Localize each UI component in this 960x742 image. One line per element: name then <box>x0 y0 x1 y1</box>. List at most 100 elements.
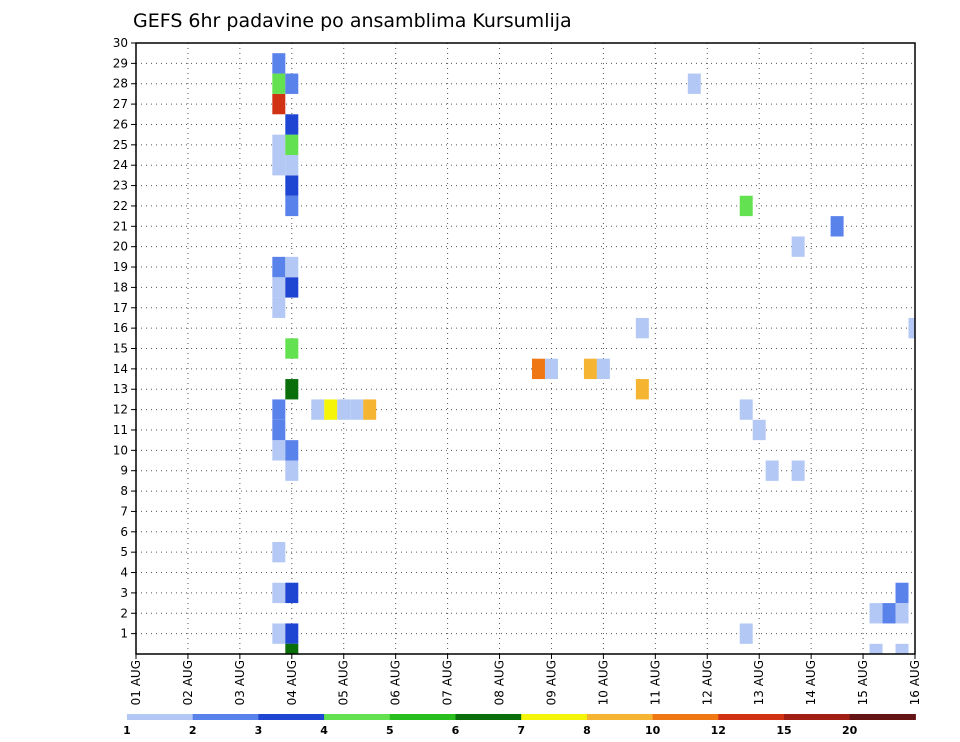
colorbar-tick-label: 20 <box>842 724 858 737</box>
data-cell <box>272 93 286 115</box>
x-tick-label: 12 AUG <box>700 660 714 705</box>
y-tick-label: 18 <box>113 280 128 294</box>
data-cell <box>544 358 558 380</box>
data-cell <box>739 399 753 420</box>
data-cell <box>285 256 299 278</box>
y-tick-label: 8 <box>120 484 128 498</box>
data-cell <box>272 155 286 176</box>
grid-lines <box>136 43 915 654</box>
colorbar: 1 2 3 4 5 6 7 8 10 12 15 20 <box>123 714 916 737</box>
data-cell <box>285 582 299 604</box>
data-cell <box>272 419 286 441</box>
y-tick-label: 17 <box>113 301 128 315</box>
data-cell <box>765 460 779 481</box>
colorbar-segment <box>258 714 325 720</box>
data-cell <box>285 134 299 156</box>
data-cell <box>869 603 883 624</box>
data-cell <box>272 440 286 461</box>
data-cell <box>791 460 805 481</box>
colorbar-segment <box>652 714 719 720</box>
y-tick-label: 4 <box>120 566 128 580</box>
chart-title: GEFS 6hr padavine po ansamblima Kursumli… <box>133 10 572 32</box>
colorbar-segment <box>389 714 456 720</box>
data-cell <box>272 623 286 644</box>
data-cell <box>285 643 299 654</box>
y-tick-label: 2 <box>120 606 128 620</box>
y-tick-label: 14 <box>113 362 128 376</box>
data-cell <box>272 134 286 156</box>
colorbar-tick-label: 2 <box>189 724 197 737</box>
data-cell <box>285 114 299 135</box>
y-tick-label: 6 <box>120 525 128 539</box>
data-cell <box>752 419 766 441</box>
y-tick-label: 19 <box>113 260 128 274</box>
data-cell <box>324 399 338 420</box>
x-tick-label: 09 AUG <box>544 660 558 705</box>
colorbar-tick-label: 12 <box>711 724 726 737</box>
y-tick-label: 13 <box>113 382 128 396</box>
y-tick-label: 23 <box>113 179 128 193</box>
y-tick-label: 7 <box>120 504 128 518</box>
data-cell <box>350 399 364 420</box>
data-cell <box>739 195 753 217</box>
data-cell <box>272 297 286 318</box>
colorbar-tick-label: 1 <box>123 724 131 737</box>
data-cell <box>272 399 286 420</box>
colorbar-segment <box>192 714 259 720</box>
colorbar-segment <box>127 714 194 720</box>
colorbar-tick-label: 15 <box>776 724 791 737</box>
data-cell <box>311 399 325 420</box>
data-cells <box>272 53 915 654</box>
y-tick-label: 1 <box>120 627 128 641</box>
colorbar-segment <box>718 714 785 720</box>
data-cell <box>531 358 545 380</box>
data-cell <box>882 603 896 624</box>
y-tick-label: 15 <box>113 342 128 356</box>
y-tick-label: 3 <box>120 586 128 600</box>
y-axis-ticks: 1234567891011121314151617181920212223242… <box>113 36 136 641</box>
data-cell <box>635 317 649 339</box>
x-axis-ticks: 01 AUG 02 AUG 03 AUG 04 AUG 05 AUG 06 AUG 07 A… <box>129 654 922 705</box>
colorbar-tick-label: 8 <box>583 724 591 737</box>
y-tick-label: 24 <box>113 158 128 172</box>
x-tick-label: 13 AUG <box>752 660 766 705</box>
data-cell <box>908 317 915 339</box>
x-tick-label: 08 AUG <box>493 660 507 705</box>
data-cell <box>285 460 299 481</box>
data-cell <box>687 73 701 94</box>
colorbar-segment <box>849 714 916 720</box>
y-tick-label: 27 <box>113 97 128 111</box>
x-tick-label: 10 AUG <box>596 660 610 705</box>
x-tick-label: 07 AUG <box>441 660 455 705</box>
y-tick-label: 16 <box>113 321 128 335</box>
data-cell <box>739 623 753 644</box>
colorbar-tick-label: 10 <box>645 724 661 737</box>
x-tick-label: 06 AUG <box>389 660 403 705</box>
x-tick-label: 14 AUG <box>804 660 818 705</box>
data-cell <box>272 582 286 604</box>
y-tick-label: 25 <box>113 138 128 152</box>
data-cell <box>635 379 649 400</box>
data-cell <box>285 440 299 461</box>
data-cell <box>285 155 299 176</box>
y-tick-label: 5 <box>120 545 128 559</box>
data-cell <box>869 643 883 654</box>
data-cell <box>895 603 909 624</box>
data-cell <box>272 277 286 298</box>
x-tick-label: 15 AUG <box>856 660 870 705</box>
x-tick-label: 16 AUG <box>908 660 922 705</box>
data-cell <box>285 379 299 400</box>
colorbar-tick-label: 6 <box>452 724 460 737</box>
colorbar-tick-label: 3 <box>255 724 263 737</box>
x-tick-label: 04 AUG <box>285 660 299 705</box>
plot-frame <box>135 42 916 655</box>
data-cell <box>596 358 610 380</box>
data-cell <box>272 53 286 74</box>
data-cell <box>285 277 299 298</box>
data-cell <box>363 399 377 420</box>
data-cell <box>337 399 351 420</box>
x-tick-label: 01 AUG <box>129 660 143 705</box>
colorbar-segment <box>784 714 851 720</box>
y-tick-label: 20 <box>113 240 128 254</box>
